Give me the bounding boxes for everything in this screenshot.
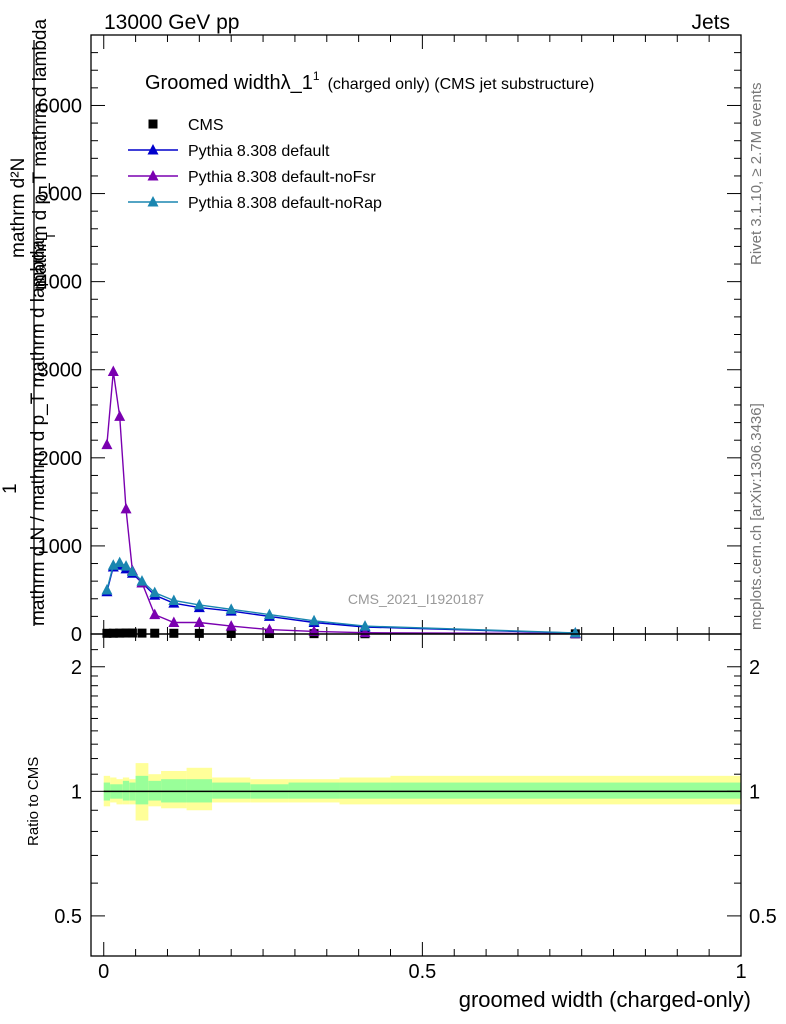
- data-point-cms: [108, 628, 118, 638]
- xtick-label: 1: [735, 961, 746, 983]
- ratio-ytick-label: 0.5: [54, 906, 82, 928]
- plot-title: Groomed widthλ_11 (charged only) (CMS jet…: [145, 69, 594, 94]
- main-ytick-label: 2000: [38, 448, 83, 470]
- title-superscript: 1: [313, 69, 320, 83]
- data-point-cms: [137, 628, 147, 638]
- data-point-noRap: [359, 620, 371, 631]
- data-point-cms: [121, 628, 131, 638]
- ratio-ylabel: Ratio to CMS: [25, 757, 42, 846]
- rivet-label: Rivet 3.1.10, ≥ 2.7M events: [748, 83, 765, 266]
- legend-label: Pythia 8.308 default: [188, 143, 330, 160]
- main-ytick-label: 5000: [38, 184, 83, 206]
- data-point-noFsr: [107, 365, 119, 376]
- legend-label: CMS: [188, 117, 224, 134]
- energy-label: 13000 GeV pp: [104, 11, 239, 34]
- x-axis-label: groomed width (charged-only): [459, 987, 751, 1012]
- series-noRap: [101, 556, 581, 638]
- main-ytick-label: 6000: [38, 95, 83, 117]
- legend-label: Pythia 8.308 default-noFsr: [188, 169, 376, 186]
- legend-marker: [147, 144, 159, 155]
- ratio-panel: 0.5 0.51 12 2 0 0.5 1 Ratio to CMS: [25, 633, 777, 983]
- ratio-xticks: 0 0.5 1: [98, 634, 747, 983]
- data-point-noRap: [136, 575, 148, 586]
- legend-entry-noRap: Pythia 8.308 default-noRap: [128, 195, 382, 212]
- data-point-noRap: [569, 626, 581, 638]
- main-series: [101, 365, 581, 639]
- data-point-noRap: [114, 556, 126, 568]
- title-symbol: λ_1: [281, 72, 313, 94]
- data-point-noFsr: [101, 438, 113, 450]
- ratio-ytick-label: 1: [71, 781, 82, 803]
- main-ytick-label: 3000: [38, 360, 83, 382]
- data-point-noRap: [263, 608, 275, 620]
- watermark: CMS_2021_I1920187: [348, 591, 484, 607]
- data-point-noFsr: [225, 620, 237, 631]
- data-point-noRap: [168, 594, 180, 606]
- data-point-noRap: [107, 559, 119, 570]
- ratio-ytick-label-right: 0.5: [749, 906, 777, 928]
- data-point-noRap: [308, 614, 320, 626]
- data-point-noRap: [120, 560, 132, 571]
- legend-label: Pythia 8.308 default-noRap: [188, 195, 382, 212]
- legend-entry-default: Pythia 8.308 default: [128, 143, 330, 160]
- legend: CMS Pythia 8.308 default Pythia 8.308 defa…: [128, 117, 382, 212]
- data-point-cms: [127, 628, 137, 638]
- data-point-noRap: [149, 586, 161, 598]
- ratio-ytick-label-right: 2: [749, 657, 760, 679]
- main-yticks: 0 1000 2000 3000 4000 5000 6000: [38, 52, 741, 646]
- legend-marker: [147, 196, 159, 207]
- ylabel-one: 1: [0, 483, 21, 494]
- data-point-noFsr: [168, 616, 180, 628]
- data-point-cms: [115, 628, 125, 638]
- ratio-ytick-label-right: 1: [749, 781, 760, 803]
- legend-marker: [147, 170, 159, 181]
- series-line-noFsr: [106, 371, 576, 635]
- legend-marker: [148, 119, 158, 129]
- data-point-cms: [169, 628, 179, 638]
- data-point-cms: [150, 628, 160, 638]
- ylabel-denominator: mathrm d N / mathrm d p_T mathrm d lambd…: [28, 239, 49, 626]
- ylabel-T: T: [43, 232, 58, 240]
- ylabel-sub: mathrm d p_T mathrm d lambda: [30, 19, 51, 290]
- data-point-noFsr: [120, 502, 132, 514]
- data-point-noFsr: [193, 616, 205, 628]
- title-suffix: (charged only) (CMS jet substructure): [328, 76, 595, 93]
- legend-entry-noFsr: Pythia 8.308 default-noFsr: [128, 169, 376, 186]
- data-point-noRap: [126, 565, 138, 576]
- data-point-cms: [102, 628, 112, 638]
- data-point-noRap: [193, 598, 205, 610]
- main-ytick-label: 0: [71, 624, 82, 646]
- main-ylabel: mathrm d²N mathrm d p_T mathrm d lambda …: [0, 19, 58, 626]
- data-point-noFsr: [114, 410, 126, 421]
- series-noFsr: [101, 365, 581, 639]
- ratio-yticks: 0.5 0.5 1 1 2 2: [54, 649, 777, 928]
- main-panel: 0 1000 2000 3000 4000 5000 6000 CMS_2021_I1920…: [0, 19, 742, 646]
- xtick-label: 0: [98, 961, 109, 983]
- main-ytick-label: 4000: [38, 272, 83, 294]
- title-main: Groomed width: [145, 72, 281, 94]
- ratio-band-green: [135, 775, 149, 805]
- data-point-noFsr: [149, 608, 161, 620]
- data-point-noFsr: [308, 625, 320, 636]
- legend-entry-cms: CMS: [148, 117, 224, 134]
- main-ytick-label: 1000: [38, 536, 83, 558]
- ratio-ytick-label: 2: [71, 657, 82, 679]
- ylabel-numerator: mathrm d²N: [8, 158, 29, 258]
- data-point-noRap: [101, 583, 113, 595]
- data-point-noFsr: [263, 623, 275, 635]
- data-point-noRap: [225, 603, 237, 614]
- xtick-label: 0.5: [408, 961, 436, 983]
- ratio-frame: [90, 633, 742, 957]
- mcplots-label: mcplots.cern.ch [arXiv:1306.3436]: [748, 403, 765, 630]
- category-label: Jets: [691, 11, 730, 34]
